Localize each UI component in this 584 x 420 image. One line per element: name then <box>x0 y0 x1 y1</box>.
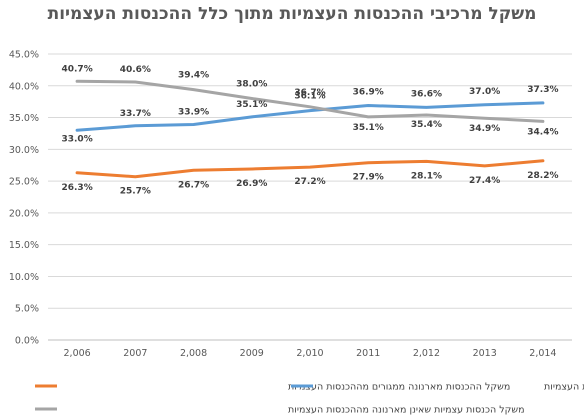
x-tick-label: 2013 <box>473 348 497 359</box>
legend: משקל ההכנסות מארנונה ממגורים מההכנסות הע… <box>35 382 584 416</box>
data-label: 40.6% <box>120 65 151 75</box>
data-label: 38.0% <box>236 79 267 89</box>
x-tick-label: 2,014 <box>529 348 556 359</box>
data-label: 26.9% <box>236 179 267 189</box>
y-tick-label: 20.0% <box>9 208 39 219</box>
data-label: 27.2% <box>294 177 325 187</box>
legend-label: משקל הכנסות עצמיות שאינן מארנונה מההכנסו… <box>288 405 525 416</box>
y-tick-label: 25.0% <box>9 177 39 188</box>
data-label: 33.9% <box>178 108 209 118</box>
legend-label: משקל ההכנסות מארנונה אחרת מההכנסות העצמי… <box>544 382 584 393</box>
y-tick-label: 30.0% <box>9 145 39 156</box>
data-label: 36.6% <box>411 89 442 99</box>
y-tick-label: 5.0% <box>15 304 39 315</box>
data-label: 36.7% <box>294 88 325 98</box>
series-line <box>75 79 545 123</box>
data-label: 26.7% <box>178 180 209 190</box>
data-label: 35.4% <box>411 120 442 130</box>
data-label: 34.4% <box>527 127 558 137</box>
data-label: 36.1% <box>294 92 325 102</box>
x-tick-label: 2,010 <box>296 348 323 359</box>
data-label: 27.9% <box>353 173 384 183</box>
y-tick-label: 10.0% <box>9 272 39 283</box>
x-tick-label: 2,006 <box>64 348 91 359</box>
x-tick-label: 2011 <box>356 348 380 359</box>
x-tick-label: 2007 <box>123 348 147 359</box>
data-label: 28.2% <box>527 171 558 181</box>
data-label: 33.7% <box>120 109 151 119</box>
data-label: 39.4% <box>178 71 209 81</box>
data-label: 34.9% <box>469 124 500 134</box>
series-line <box>75 159 545 179</box>
data-label: 27.4% <box>469 176 500 186</box>
x-tick-label: 2,012 <box>413 348 440 359</box>
data-label: 28.1% <box>411 171 442 181</box>
data-label: 35.1% <box>236 100 267 110</box>
y-tick-label: 40.0% <box>9 81 39 92</box>
data-labels: 26.3% 25.7% 26.7% 26.9% 27.2% 27.9% 28.1% 27.4%… <box>61 64 558 196</box>
gridlines <box>48 53 572 341</box>
data-label: 37.3% <box>527 85 558 95</box>
y-tick-label: 15.0% <box>9 240 39 251</box>
x-axis-ticks: 2,006 2007 2,008 2009 2,010 2011 2,012 2013 2,01… <box>64 348 557 359</box>
series-line <box>75 101 545 132</box>
x-tick-label: 2009 <box>240 348 264 359</box>
legend-label: משקל ההכנסות מארנונה ממגורים מההכנסות הע… <box>288 382 510 393</box>
data-label: 40.7% <box>61 64 92 74</box>
data-label: 26.3% <box>61 183 92 193</box>
y-tick-label: 0.0% <box>15 336 39 347</box>
data-label: 36.9% <box>353 87 384 97</box>
data-label: 33.0% <box>61 134 92 144</box>
y-axis-ticks: 0.0% 5.0% 10.0% 15.0% 20.0% 25.0% 30.0% 35.0% 40… <box>9 50 39 347</box>
chart-title: משקל מרכיבי ההכנסות העצמיות מתוך כלל ההכ… <box>48 4 537 24</box>
y-tick-label: 45.0% <box>9 50 39 61</box>
data-label: 37.0% <box>469 87 500 97</box>
data-label: 35.1% <box>353 123 384 133</box>
data-label: 25.7% <box>120 187 151 197</box>
x-tick-label: 2,008 <box>180 348 207 359</box>
series-lines <box>75 79 545 179</box>
y-tick-label: 35.0% <box>9 113 39 124</box>
